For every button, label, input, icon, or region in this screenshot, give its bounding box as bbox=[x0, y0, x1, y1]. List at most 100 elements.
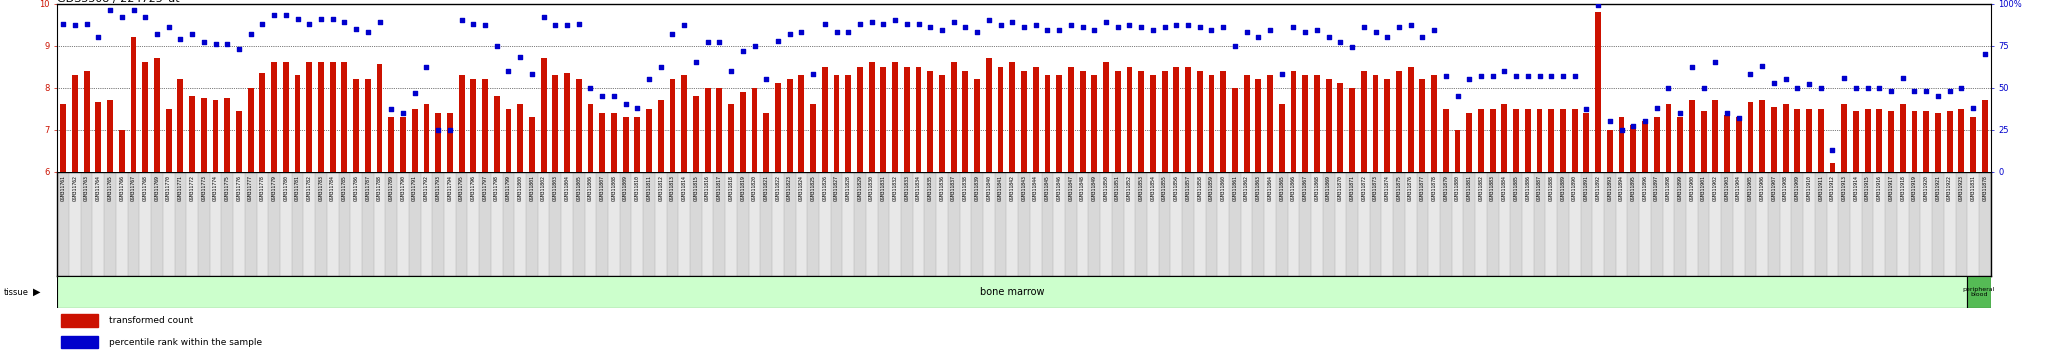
Point bbox=[1030, 28, 1063, 33]
Text: GSM311913: GSM311913 bbox=[1841, 175, 1847, 201]
Point bbox=[328, 19, 360, 25]
Bar bbox=[444, 172, 457, 276]
Text: GSM311785: GSM311785 bbox=[342, 175, 346, 201]
Point bbox=[809, 21, 842, 27]
Bar bbox=[481, 79, 487, 172]
Bar bbox=[1700, 111, 1706, 172]
Bar bbox=[162, 172, 174, 276]
Text: GSM311831: GSM311831 bbox=[881, 175, 887, 201]
Point bbox=[1898, 88, 1931, 94]
Point bbox=[1933, 88, 1966, 94]
Point bbox=[1124, 24, 1157, 30]
Point bbox=[938, 19, 971, 25]
Bar bbox=[1921, 172, 1931, 276]
Bar bbox=[1042, 172, 1053, 276]
Bar bbox=[317, 62, 324, 172]
Bar bbox=[1233, 88, 1237, 172]
Bar bbox=[1255, 79, 1262, 172]
Text: GSM311914: GSM311914 bbox=[1853, 175, 1858, 201]
Bar bbox=[1380, 172, 1393, 276]
Bar bbox=[842, 172, 854, 276]
Text: GSM311784: GSM311784 bbox=[330, 175, 336, 201]
Text: GSM311822: GSM311822 bbox=[776, 175, 780, 201]
Text: tissue: tissue bbox=[4, 287, 29, 297]
Bar bbox=[717, 88, 723, 172]
Point bbox=[1090, 19, 1122, 25]
Text: GSM311766: GSM311766 bbox=[119, 175, 125, 201]
Text: GSM311905: GSM311905 bbox=[1747, 175, 1753, 201]
Text: GSM311896: GSM311896 bbox=[1642, 175, 1647, 201]
Bar bbox=[1315, 75, 1319, 172]
Text: GSM311799: GSM311799 bbox=[506, 175, 510, 201]
Bar bbox=[1405, 172, 1417, 276]
Bar bbox=[1174, 67, 1180, 172]
Text: GSM311816: GSM311816 bbox=[705, 175, 711, 201]
Bar bbox=[365, 79, 371, 172]
Point bbox=[1663, 110, 1696, 116]
Point bbox=[315, 16, 348, 22]
Text: GSM311809: GSM311809 bbox=[623, 175, 629, 201]
Text: GSM311842: GSM311842 bbox=[1010, 175, 1014, 201]
Bar bbox=[635, 117, 641, 172]
Point bbox=[573, 85, 606, 91]
Bar bbox=[1677, 117, 1683, 172]
Bar bbox=[881, 67, 887, 172]
Bar bbox=[1876, 109, 1882, 172]
Bar bbox=[1006, 172, 1018, 276]
Bar bbox=[117, 172, 127, 276]
Bar bbox=[96, 102, 100, 172]
Bar bbox=[154, 58, 160, 172]
Point bbox=[1020, 23, 1053, 28]
Text: GSM311856: GSM311856 bbox=[1174, 175, 1180, 201]
Bar bbox=[971, 172, 983, 276]
Bar bbox=[362, 172, 373, 276]
Bar bbox=[1092, 75, 1098, 172]
Bar bbox=[256, 172, 268, 276]
Bar bbox=[1278, 104, 1284, 172]
Text: GSM311805: GSM311805 bbox=[575, 175, 582, 201]
Bar bbox=[1057, 75, 1063, 172]
Bar bbox=[1923, 111, 1929, 172]
Text: GSM311825: GSM311825 bbox=[811, 175, 815, 201]
Bar bbox=[377, 64, 383, 172]
Text: GSM311878: GSM311878 bbox=[1982, 175, 1987, 201]
Point bbox=[1266, 72, 1298, 77]
Bar bbox=[1186, 67, 1192, 172]
Bar bbox=[1229, 172, 1241, 276]
Bar bbox=[350, 172, 362, 276]
Text: GSM311792: GSM311792 bbox=[424, 175, 428, 201]
Text: GSM311895: GSM311895 bbox=[1630, 175, 1636, 201]
Point bbox=[352, 29, 385, 35]
Point bbox=[152, 24, 184, 30]
Bar bbox=[692, 96, 698, 172]
Bar bbox=[61, 314, 98, 327]
Point bbox=[715, 68, 748, 74]
Bar bbox=[526, 172, 539, 276]
Bar bbox=[868, 62, 874, 172]
Text: GSM311802: GSM311802 bbox=[541, 175, 547, 201]
Bar bbox=[1759, 100, 1765, 172]
Bar bbox=[1513, 109, 1520, 172]
Text: transformed count: transformed count bbox=[109, 316, 193, 325]
Bar bbox=[518, 104, 522, 172]
Bar bbox=[248, 88, 254, 172]
Point bbox=[856, 19, 889, 25]
Bar bbox=[682, 75, 688, 172]
Bar bbox=[166, 109, 172, 172]
Text: GSM311862: GSM311862 bbox=[1243, 175, 1249, 201]
Text: GSM311906: GSM311906 bbox=[1759, 175, 1765, 201]
Text: GSM311860: GSM311860 bbox=[1221, 175, 1225, 201]
Point bbox=[1464, 73, 1497, 79]
Bar bbox=[1032, 67, 1038, 172]
Bar bbox=[1874, 172, 1886, 276]
Bar bbox=[199, 172, 209, 276]
Bar bbox=[760, 172, 772, 276]
Bar bbox=[1655, 117, 1659, 172]
Point bbox=[1102, 24, 1135, 30]
Bar bbox=[774, 84, 780, 172]
Bar bbox=[1206, 172, 1217, 276]
Bar bbox=[856, 67, 862, 172]
Point bbox=[1067, 24, 1100, 30]
Point bbox=[1524, 73, 1556, 79]
Text: GSM311864: GSM311864 bbox=[1268, 175, 1272, 201]
